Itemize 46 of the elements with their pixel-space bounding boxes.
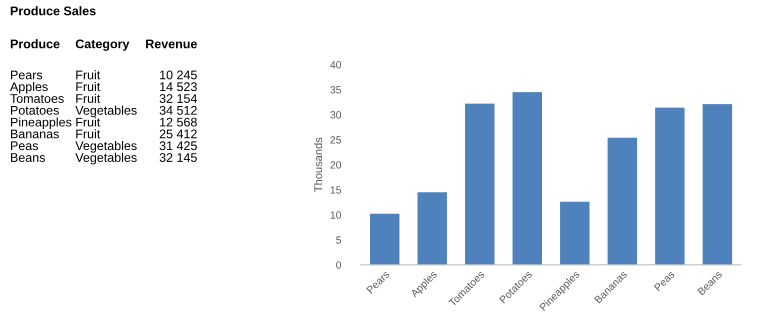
text: Produce Sales	[10, 6, 96, 16]
y-tick-label: 25	[330, 136, 342, 144]
y-tick-label: 35	[330, 86, 342, 94]
text: 25 412	[160, 130, 197, 138]
y-axis-title: Thousands	[314, 138, 322, 192]
text: 34 512	[160, 106, 197, 115]
text: Fruit	[76, 129, 100, 138]
text: Tomatoes	[10, 94, 64, 103]
text: Pears	[11, 70, 42, 80]
bar	[560, 202, 590, 265]
text: 31 425	[160, 141, 197, 150]
text: 12 568	[160, 118, 197, 127]
bar	[608, 138, 638, 265]
text: Revenue	[146, 40, 197, 48]
text: Fruit	[76, 70, 100, 80]
bar	[418, 192, 447, 265]
text: 10 245	[160, 70, 197, 80]
text: Bananas	[11, 130, 59, 138]
text: Peas	[11, 141, 38, 150]
text: 32 154	[160, 94, 198, 103]
y-tick-label: 10	[330, 211, 342, 219]
bar	[655, 108, 685, 265]
y-tick-label: 20	[330, 161, 342, 169]
text: Fruit	[76, 117, 100, 127]
bar	[702, 104, 732, 265]
y-tick-label: 0	[336, 261, 342, 269]
bar	[512, 92, 542, 265]
text: Fruit	[76, 94, 100, 103]
bar	[465, 104, 494, 265]
text: Vegetables	[75, 106, 137, 118]
text: Potatoes	[11, 106, 59, 115]
text: Category	[76, 39, 130, 51]
y-tick-label: 15	[330, 186, 342, 194]
bar	[370, 214, 400, 265]
text: Vegetables	[75, 140, 137, 153]
y-tick-label: 30	[330, 111, 342, 119]
text: 14 523	[160, 82, 197, 92]
text: 32 145	[160, 153, 197, 162]
text: Apples	[10, 82, 48, 94]
text: Pineapples	[11, 117, 72, 130]
text: Beans	[11, 153, 45, 162]
y-tick-label: 40	[330, 61, 342, 68]
text: Produce	[10, 39, 60, 48]
text: Fruit	[76, 82, 100, 92]
text: Vegetables	[75, 152, 137, 164]
y-tick-label: 5	[336, 236, 342, 244]
